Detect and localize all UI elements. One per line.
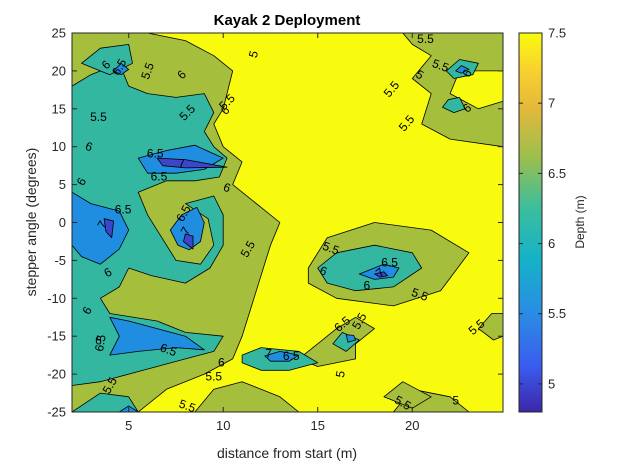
y-tick-label-8: -15 <box>47 329 66 344</box>
contour-region-6-5-21 <box>264 350 300 362</box>
contour-label-20: 5.5 <box>392 393 414 414</box>
contour-label-32: 6 <box>364 278 371 292</box>
contour-label-30: 6 <box>218 356 225 370</box>
contour-label-5: 5.5 <box>430 56 451 75</box>
contour-label-38: 6.5 <box>115 203 132 217</box>
contour-region-6-5-22 <box>345 334 357 343</box>
contour-region-6-5-19 <box>109 316 205 356</box>
contour-label-3: 5 <box>452 394 459 408</box>
contour-label-2: 5 <box>333 369 348 378</box>
contour-region-6-15 <box>72 392 139 412</box>
y-tick-label-9: -20 <box>47 367 66 382</box>
contour-label-31: 6 <box>318 263 329 279</box>
contour-region-7-28 <box>183 233 194 250</box>
contour-label-37: 6.5 <box>151 169 168 183</box>
contour-label-36: 6.5 <box>147 147 164 161</box>
contour-label-41: 6.5 <box>158 340 179 359</box>
contour-region-5-5-4 <box>194 381 300 412</box>
contour-region-7-26 <box>156 157 228 169</box>
y-tick-label-2: 15 <box>52 101 66 116</box>
x-tick-label-3: 20 <box>405 418 419 433</box>
colorbar-label: Depth (m) <box>573 195 587 248</box>
contour-label-8: 5.5 <box>90 110 107 124</box>
contour-region-5-5-3 <box>402 33 503 148</box>
y-tick-label-5: 0 <box>59 215 66 230</box>
y-tick-label-3: 10 <box>52 139 66 154</box>
contour-label-10: 5.5 <box>138 60 157 81</box>
y-axis-label: stepper angle (degrees) <box>23 148 39 297</box>
x-axis-label: distance from start (m) <box>217 445 357 461</box>
contour-label-29: 6 <box>95 334 102 348</box>
contour-label-45: 7 <box>178 156 185 170</box>
contour-region-6-9 <box>317 244 423 292</box>
contour-label-24: 6 <box>83 139 94 155</box>
contour-label-26: 6 <box>221 180 232 196</box>
contour-label-13: 5.5 <box>321 239 342 258</box>
contour-label-49: 7 <box>265 347 272 361</box>
contour-region-6-5-24 <box>455 65 470 74</box>
contour-label-43: 6.5 <box>381 256 398 270</box>
colorbar-tick-label-1: 5.5 <box>548 306 566 321</box>
y-tick-label-6: -5 <box>54 253 66 268</box>
contour-label-40: 6.5 <box>92 333 109 352</box>
contour-label-4: 5.5 <box>417 32 434 46</box>
contour-region-6-5-23 <box>113 62 130 76</box>
contour-region-7-29 <box>374 271 389 278</box>
y-tick-label-7: -10 <box>47 291 66 306</box>
contour-label-17: 5.5 <box>205 369 222 383</box>
contour-region-7-27 <box>103 218 114 239</box>
x-tick-label-2: 15 <box>311 418 325 433</box>
colorbar-tick-label-5: 7.5 <box>548 26 566 41</box>
y-tick-label-10: -25 <box>47 405 66 420</box>
y-tick-label-0: 25 <box>52 26 66 41</box>
colorbar-tick-label-3: 6.5 <box>548 166 566 181</box>
contour-label-14: 5.5 <box>410 285 431 304</box>
colorbar <box>518 32 543 413</box>
contour-label-0: 5 <box>246 49 261 59</box>
contour-region-5-5-6 <box>477 313 503 341</box>
y-tick-label-1: 20 <box>52 63 66 78</box>
contour-label-42: 6.5 <box>283 349 300 363</box>
y-tick-label-4: 5 <box>59 177 66 192</box>
chart-title: Kayak 2 Deployment <box>214 12 361 29</box>
x-tick-label-1: 10 <box>216 418 230 433</box>
colorbar-tick-label-0: 5 <box>548 376 555 391</box>
contour-region-6-5-16 <box>72 191 130 265</box>
x-tick-label-0: 5 <box>125 418 132 433</box>
contour-label-18: 5.5 <box>177 397 198 416</box>
contour-region-6-5-18 <box>169 206 205 251</box>
contour-region-6-5-20 <box>358 263 400 280</box>
colorbar-tick-label-4: 7 <box>548 96 555 111</box>
contour-region-6-14 <box>442 97 466 113</box>
colorbar-tick-label-2: 6 <box>548 236 555 251</box>
